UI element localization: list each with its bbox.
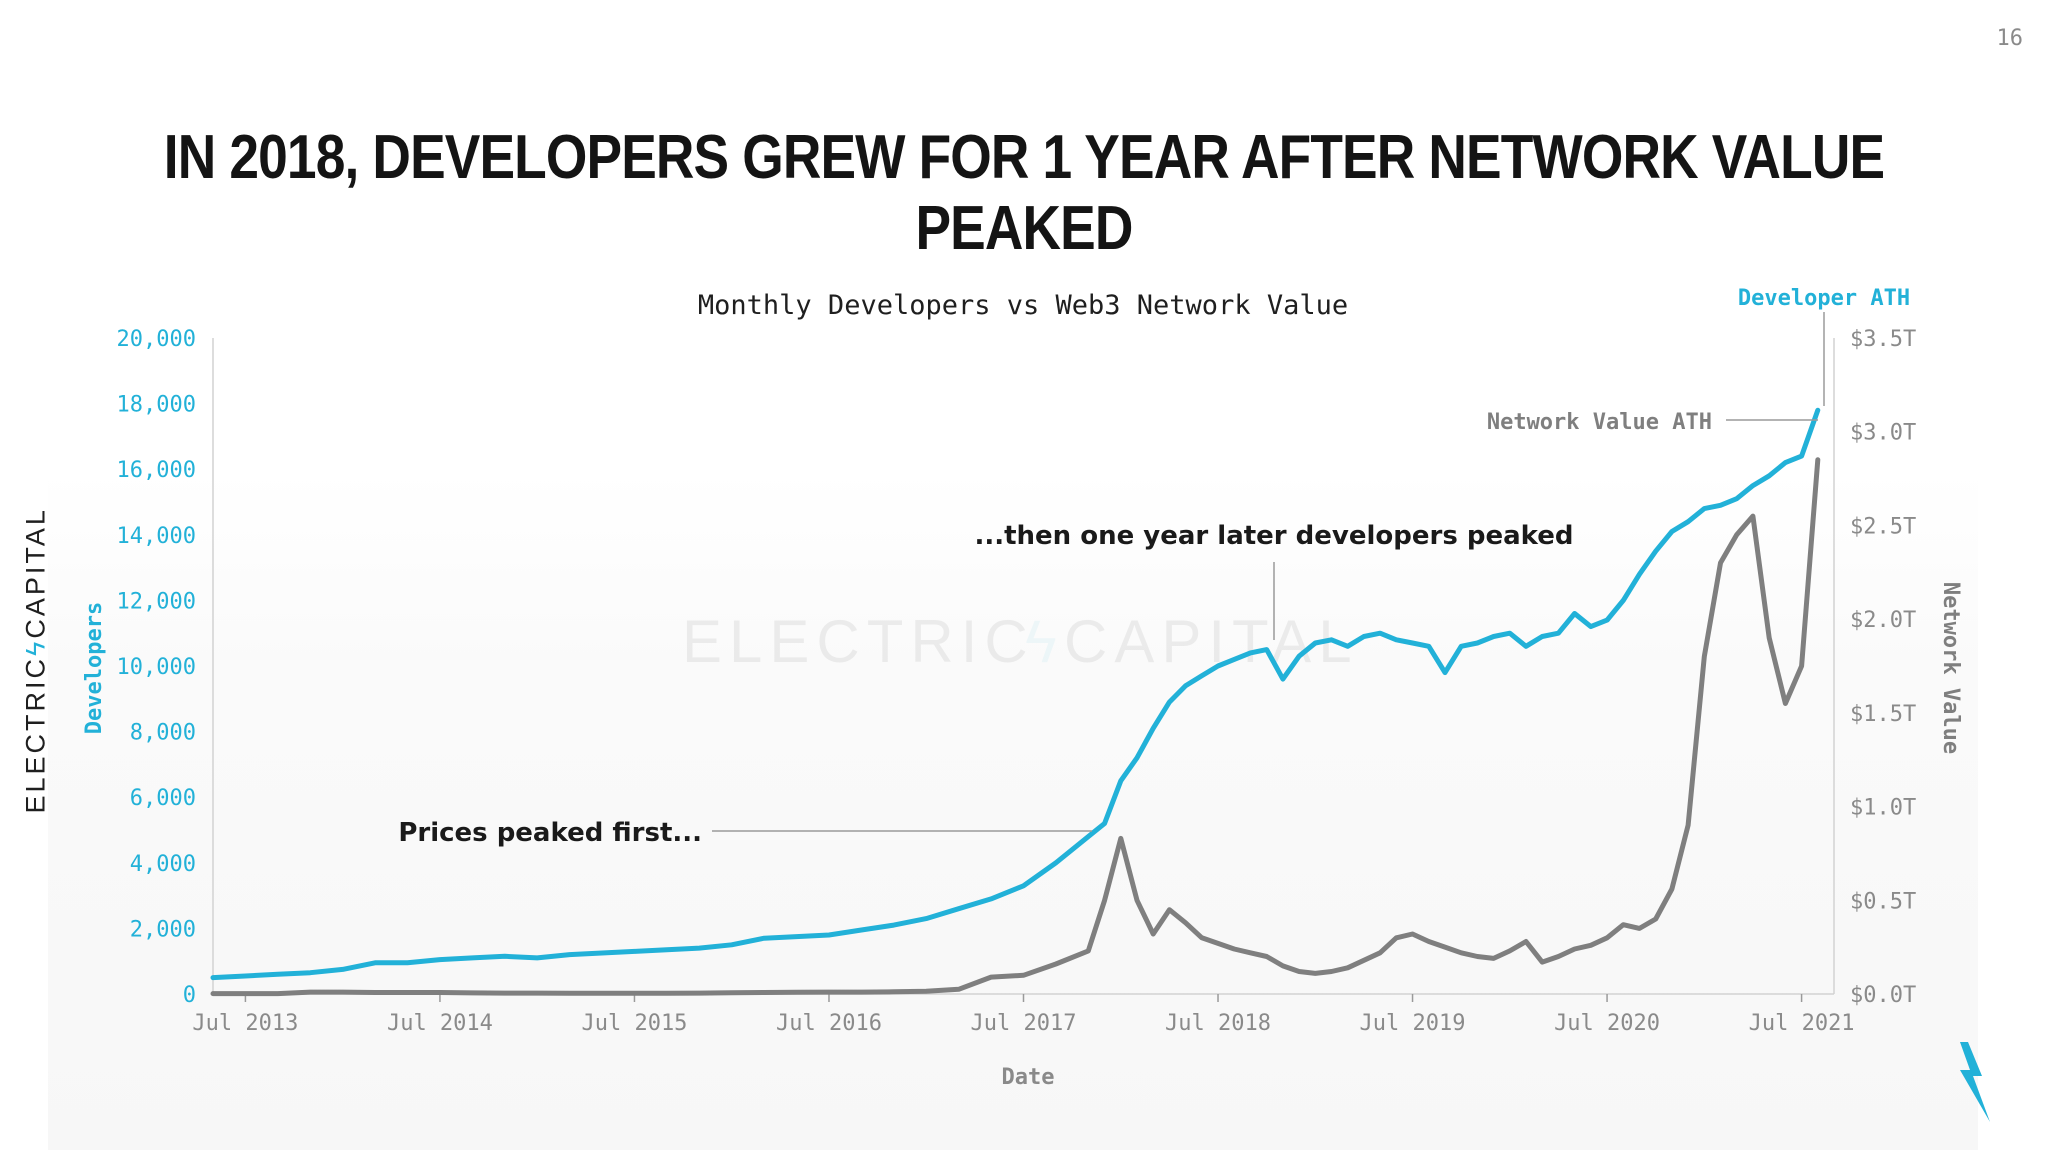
network-value-series-line xyxy=(210,457,1821,997)
watermark: ELECTRIC ϟ CAPITAL xyxy=(682,608,1359,675)
x-tick-label: Jul 2016 xyxy=(776,1011,882,1036)
y-right-tick-label: $0.0T xyxy=(1850,983,1916,1008)
y-right-axis-label: Network Value xyxy=(1938,582,1963,754)
y-left-tick-label: 16,000 xyxy=(117,458,196,483)
x-tick-label: Jul 2020 xyxy=(1554,1011,1660,1036)
y-right-tick-label: $1.0T xyxy=(1850,796,1916,821)
x-axis-label: Date xyxy=(1002,1065,1055,1090)
x-axis-ticks: Jul 2013 Jul 2014 Jul 2015 Jul 2016 Jul 2017… xyxy=(192,994,1855,1036)
x-tick-label: Jul 2014 xyxy=(387,1011,493,1036)
y-left-tick-label: 20,000 xyxy=(117,327,196,352)
network-value-ath-annotation: Network Value ATH xyxy=(1487,410,1712,435)
lightning-bolt-logo-icon xyxy=(1960,1042,1990,1122)
x-tick-label: Jul 2015 xyxy=(581,1011,687,1036)
y-left-axis-ticks: 0 2,000 4,000 6,000 8,000 10,000 12,000 14,000 1… xyxy=(117,327,196,1008)
y-right-tick-label: $1.5T xyxy=(1850,702,1916,727)
series-layer xyxy=(210,407,1821,997)
y-right-tick-label: $2.5T xyxy=(1850,514,1916,539)
prices-peaked-annotation: Prices peaked first... xyxy=(398,818,702,848)
watermark-left: ELECTRIC xyxy=(682,608,1035,675)
developer-ath-annotation: Developer ATH xyxy=(1738,286,1910,311)
y-left-tick-label: 0 xyxy=(183,983,196,1008)
y-left-tick-label: 8,000 xyxy=(130,721,196,746)
y-left-tick-label: 2,000 xyxy=(130,917,196,942)
y-right-axis-ticks: $0.0T $0.5T $1.0T $1.5T $2.0T $2.5T $3.0T $3.5T xyxy=(1850,327,1916,1008)
y-right-tick-label: $3.5T xyxy=(1850,327,1916,352)
y-left-tick-label: 12,000 xyxy=(117,589,196,614)
x-tick-label: Jul 2019 xyxy=(1360,1011,1466,1036)
annotations: Prices peaked first... ...then one year … xyxy=(398,286,1910,848)
x-tick-label: Jul 2013 xyxy=(192,1011,298,1036)
y-right-tick-label: $3.0T xyxy=(1850,421,1916,446)
x-tick-label: Jul 2021 xyxy=(1749,1011,1855,1036)
y-left-tick-label: 18,000 xyxy=(117,393,196,418)
y-left-tick-label: 6,000 xyxy=(130,786,196,811)
y-left-axis-label: Developers xyxy=(82,602,107,734)
watermark-bolt: ϟ xyxy=(1025,608,1064,675)
chart-title: Monthly Developers vs Web3 Network Value xyxy=(698,290,1348,321)
x-tick-label: Jul 2017 xyxy=(971,1011,1077,1036)
x-tick-label: Jul 2018 xyxy=(1165,1011,1271,1036)
y-right-tick-label: $0.5T xyxy=(1850,889,1916,914)
chart-panel-background xyxy=(48,470,1978,1150)
y-right-tick-label: $2.0T xyxy=(1850,608,1916,633)
y-left-tick-label: 14,000 xyxy=(117,524,196,549)
page-number: 16 xyxy=(1996,26,2024,51)
y-left-tick-label: 10,000 xyxy=(117,655,196,680)
watermark-right: CAPITAL xyxy=(1064,608,1359,675)
developers-series-line xyxy=(210,407,1821,981)
developers-peaked-annotation: ...then one year later developers peaked xyxy=(974,521,1573,551)
y-left-tick-label: 4,000 xyxy=(130,852,196,877)
slide-title: IN 2018, DEVELOPERS GREW FOR 1 YEAR AFTE… xyxy=(163,123,1885,263)
